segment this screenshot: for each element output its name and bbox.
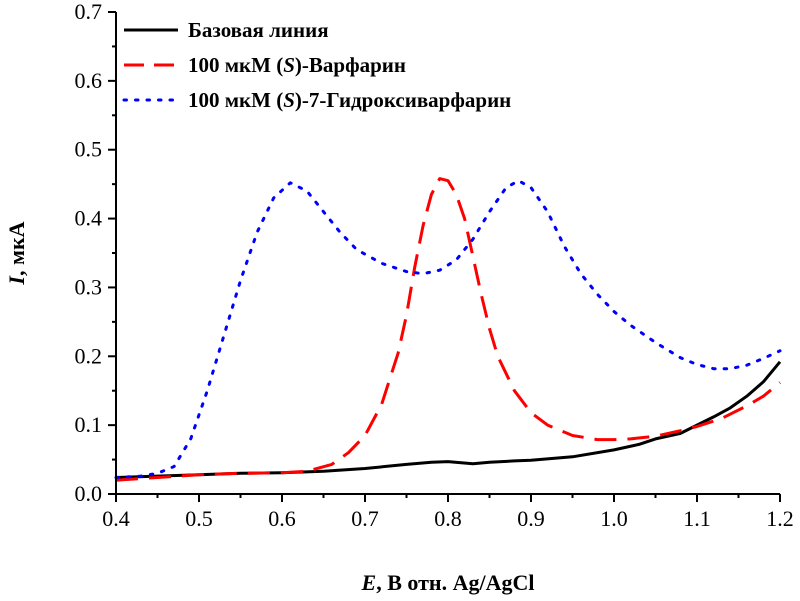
x-tick-label: 1.0 <box>600 506 628 531</box>
legend-label-part: )-7-Гидроксиварфарин <box>295 88 511 112</box>
legend-label-part: S <box>283 88 295 112</box>
series-line-2 <box>115 177 781 482</box>
legend-label-part: 100 мкМ ( <box>188 53 283 77</box>
series-line-3 <box>114 179 782 479</box>
y-tick-label: 0.4 <box>75 206 103 231</box>
axes-layer: 0.4 0.5 0.6 0.7 0.8 0.9 1.0 1.1 1.2 0.0 0.1 0.2 0.3 0… <box>4 0 794 595</box>
y-tick-label: 0.7 <box>75 0 103 24</box>
series-line-1 <box>115 360 782 479</box>
x-tick-label: 1.1 <box>683 506 711 531</box>
y-tick-label: 0.0 <box>75 481 103 506</box>
y-tick-label: 0.1 <box>75 412 103 437</box>
y-tick-label: 0.3 <box>75 274 103 299</box>
x-tick-label: 0.7 <box>351 506 379 531</box>
x-axis-symbol: E <box>361 570 377 595</box>
x-axis-unit: , В отн. Ag/AgCl <box>376 570 534 595</box>
y-tick-label: 0.6 <box>75 68 103 93</box>
x-tick-label: 0.5 <box>185 506 213 531</box>
x-tick-label: 0.6 <box>268 506 296 531</box>
series-layer <box>114 177 782 482</box>
legend-label-1: Базовая линия <box>188 18 329 42</box>
y-axis-title: I, мкА <box>4 221 29 285</box>
x-tick-label: 0.8 <box>434 506 462 531</box>
legend-label-part: Базовая линия <box>188 18 329 42</box>
legend-label-part: )-Варфарин <box>295 53 406 77</box>
legend-label-3: 100 мкМ (S)-7-Гидроксиварфарин <box>188 88 511 112</box>
y-tick-label: 0.5 <box>75 137 103 162</box>
legend-label-part: 100 мкМ ( <box>188 88 283 112</box>
legend-label-2: 100 мкМ (S)-Варфарин <box>188 53 406 77</box>
x-tick-label: 1.2 <box>766 506 794 531</box>
x-tick-label: 0.9 <box>517 506 545 531</box>
y-tick-label: 0.2 <box>75 343 103 368</box>
y-axis-unit: , мкА <box>4 221 29 276</box>
legend-label-part: S <box>283 53 295 77</box>
x-axis-title: E, В отн. Ag/AgCl <box>361 570 535 595</box>
y-axis-symbol: I <box>4 275 29 286</box>
x-tick-label: 0.4 <box>102 506 130 531</box>
